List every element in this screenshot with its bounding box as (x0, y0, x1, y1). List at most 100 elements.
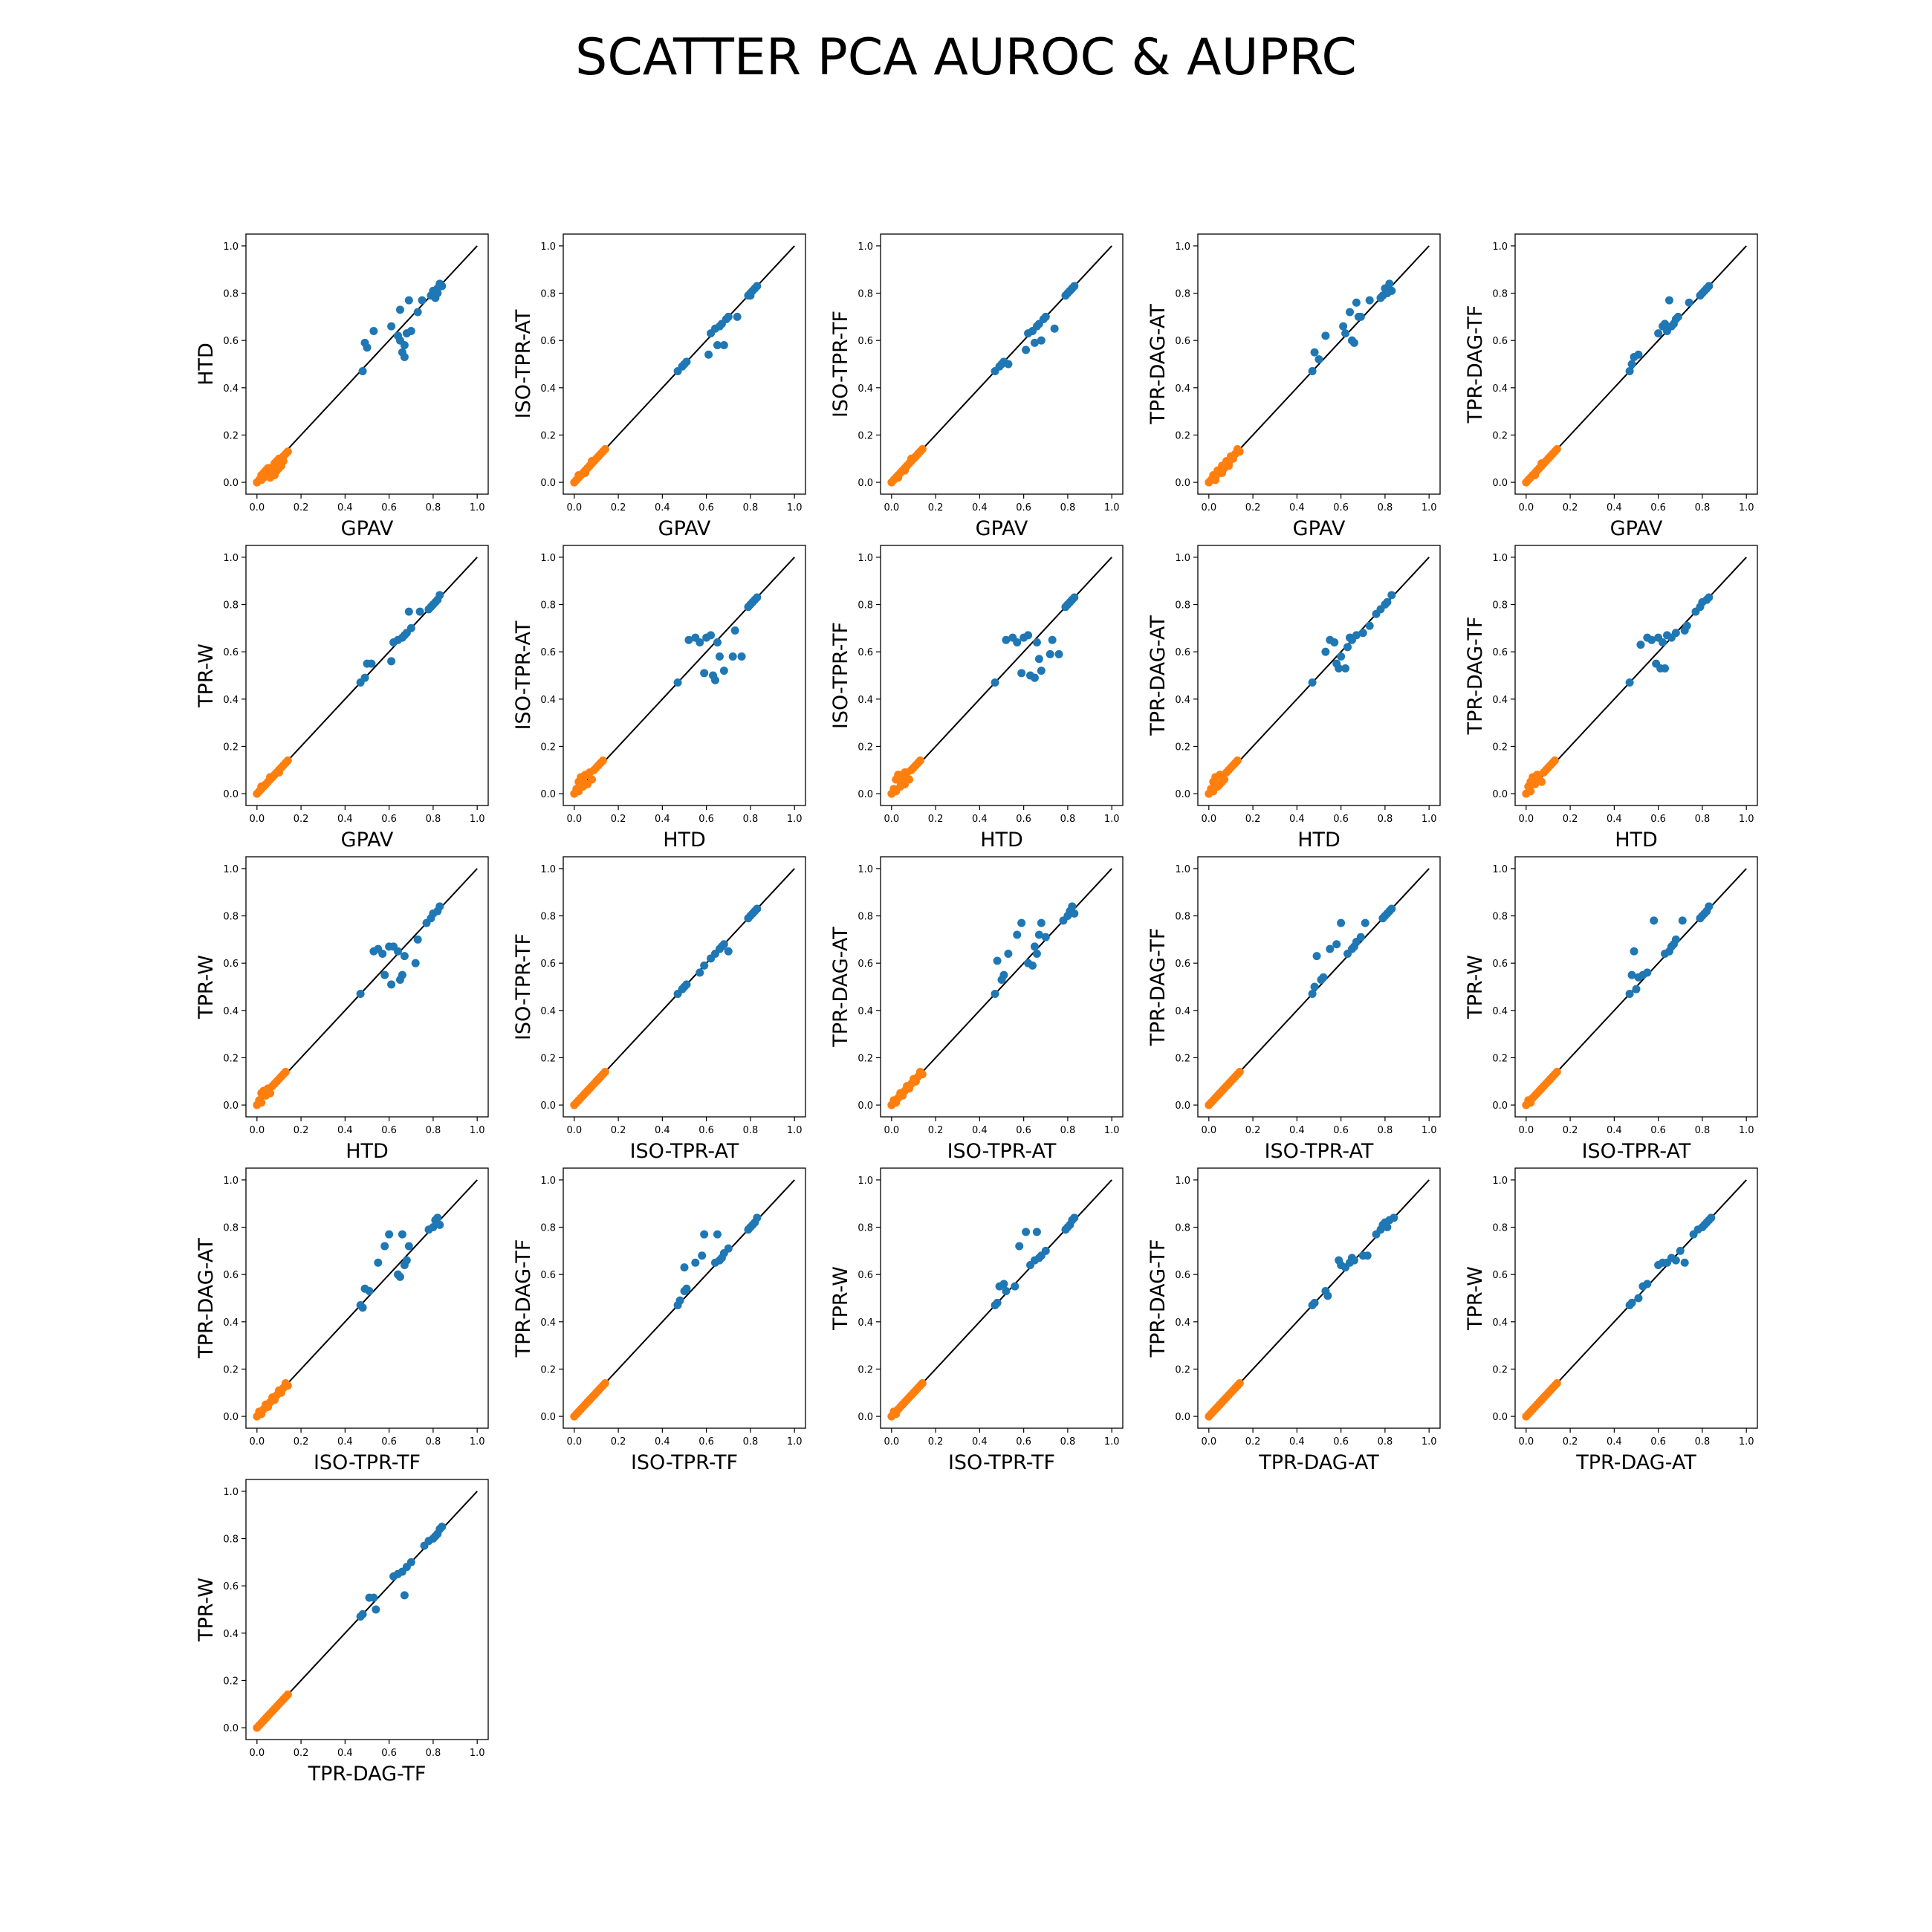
auroc-point (1634, 1294, 1643, 1303)
x-tick-label: 0.6 (1016, 1436, 1031, 1448)
auroc-point (1310, 982, 1319, 991)
scatter-panel: 0.0 0.0 0.2 0.2 0.4 0.4 0.6 0.6 0.8 0.8 1.0 1.0 TPR-… (1146, 1153, 1458, 1474)
auroc-point (398, 1230, 406, 1239)
axes-frame (563, 856, 806, 1118)
auroc-point (1070, 282, 1079, 291)
auroc-point (1017, 669, 1026, 678)
auroc-point (682, 980, 691, 989)
auroc-point (1070, 909, 1079, 918)
auroc-point (1345, 308, 1354, 317)
scatter-plot: 0.0 0.0 0.2 0.2 0.4 0.4 0.6 0.6 0.8 0.8 1.0 1.0 TPR-… (1147, 1167, 1441, 1474)
auroc-point (728, 652, 737, 661)
x-axis-label: GPAV (658, 517, 711, 540)
y-tick-label: 0.8 (1492, 912, 1508, 923)
x-tick-label: 0.0 (1201, 814, 1216, 825)
y-tick-label: 0.4 (1175, 1006, 1190, 1017)
x-tick-label: 0.2 (611, 1125, 626, 1136)
x-tick-label: 0.2 (1563, 502, 1578, 513)
y-tick-label: 0.6 (1175, 1270, 1190, 1281)
y-tick-label: 0.8 (1492, 600, 1508, 612)
y-tick-label: 0.4 (223, 1317, 239, 1329)
y-axis-label: ISO-TPR-TF (512, 933, 535, 1040)
auroc-point (684, 635, 693, 644)
auroc-point (1349, 1256, 1358, 1265)
auroc-point (1643, 968, 1652, 977)
y-tick-label: 0.2 (223, 430, 239, 441)
auroc-point (1321, 331, 1330, 340)
x-tick-label: 0.0 (566, 814, 582, 825)
y-axis-label: TPR-W (829, 1266, 852, 1331)
diagonal-line (256, 868, 478, 1106)
x-tick-label: 0.4 (337, 1436, 353, 1448)
x-axis-label: GPAV (341, 829, 394, 852)
x-tick-label: 0.6 (698, 1125, 714, 1136)
y-tick-label: 0.0 (858, 789, 873, 800)
auroc-point (719, 940, 728, 949)
auroc-point (1643, 1280, 1652, 1288)
axes-frame (1514, 545, 1758, 806)
scatter-panel: 0.0 0.0 0.2 0.2 0.4 0.4 0.6 0.6 0.8 0.8 1.0 1.0 TPR-… (194, 1465, 506, 1786)
x-tick-label: 0.2 (1563, 1436, 1578, 1448)
auroc-point (1024, 631, 1033, 640)
y-axis-label: ISO-TPR-AT (512, 620, 535, 730)
y-tick-label: 0.8 (223, 1534, 239, 1546)
y-tick-label: 1.0 (1492, 864, 1508, 875)
x-tick-label: 1.0 (1739, 1125, 1754, 1136)
auroc-point (429, 1223, 438, 1232)
scatter-panel: 0.0 0.0 0.2 0.2 0.4 0.4 0.6 0.6 0.8 0.8 1.0 1.0 ISO-… (1463, 842, 1775, 1163)
y-axis-label: ISO-TPR-TF (829, 622, 852, 729)
y-axis-label: ISO-TPR-AT (512, 309, 535, 418)
x-axis-label: GPAV (1293, 517, 1346, 540)
diagonal-line (1208, 557, 1430, 794)
x-tick-label: 0.8 (1695, 1125, 1711, 1136)
x-tick-label: 0.4 (972, 1125, 988, 1136)
y-tick-label: 0.4 (223, 1629, 239, 1640)
x-axis-label: ISO-TPR-TF (314, 1451, 421, 1474)
axes-frame (563, 1167, 806, 1429)
y-tick-label: 1.0 (1175, 242, 1190, 253)
auprc-point (1552, 1068, 1561, 1077)
auroc-point (1017, 918, 1026, 927)
y-tick-label: 0.4 (1492, 1006, 1508, 1017)
y-tick-label: 0.4 (1175, 383, 1190, 395)
scatter-panel: 0.0 0.0 0.2 0.2 0.4 0.4 0.6 0.6 0.8 0.8 1.0 1.0 GPAV… (511, 219, 823, 540)
auroc-point (724, 312, 733, 321)
auroc-point (1659, 638, 1667, 646)
diagonal-line (891, 868, 1112, 1106)
auroc-point (1636, 641, 1645, 649)
auroc-point (700, 1230, 709, 1239)
y-tick-label: 1.0 (1175, 864, 1190, 875)
y-tick-label: 0.2 (1492, 430, 1508, 441)
diagonal-line (256, 245, 478, 483)
auroc-point (1705, 282, 1714, 291)
auprc-point (283, 756, 292, 765)
scatter-panel: 0.0 0.0 0.2 0.2 0.4 0.4 0.6 0.6 0.8 0.8 1.0 1.0 TPR-… (1463, 1153, 1775, 1474)
x-tick-label: 0.2 (294, 502, 309, 513)
x-tick-label: 1.0 (470, 814, 485, 825)
auroc-point (424, 605, 433, 614)
auroc-point (374, 1258, 383, 1267)
y-tick-label: 0.0 (858, 1412, 873, 1423)
y-axis-label: TPR-DAG-TF (1464, 305, 1487, 424)
x-tick-label: 0.0 (1201, 1436, 1216, 1448)
auroc-point (369, 1593, 378, 1602)
auroc-point (367, 659, 376, 668)
auroc-point (1625, 990, 1634, 999)
y-tick-label: 0.0 (1175, 1412, 1190, 1423)
auroc-point (402, 1256, 411, 1265)
auprc-point (1235, 447, 1244, 456)
auroc-point (1363, 1251, 1372, 1260)
auprc-point (581, 468, 590, 477)
auroc-point (1310, 348, 1319, 357)
auroc-point (1341, 329, 1350, 338)
auprc-point (1218, 468, 1227, 477)
auroc-point (358, 367, 367, 376)
axes-frame (563, 233, 806, 495)
auroc-point (1050, 324, 1059, 333)
auprc-point (901, 768, 910, 777)
auroc-point (1321, 647, 1330, 656)
x-tick-label: 0.0 (884, 502, 899, 513)
y-tick-label: 0.4 (858, 383, 873, 395)
auroc-point (387, 657, 396, 666)
x-tick-label: 0.8 (1695, 502, 1711, 513)
